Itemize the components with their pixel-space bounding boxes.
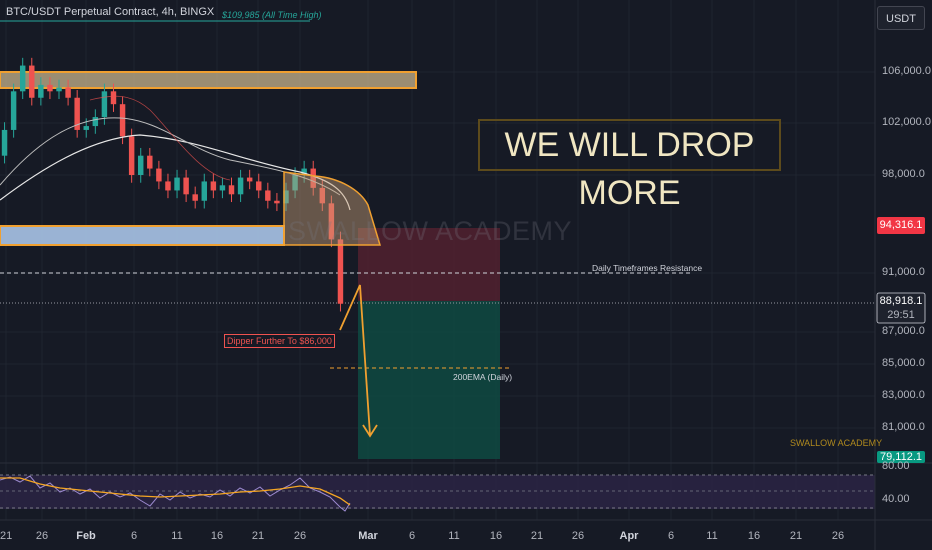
- watermark-text: SWALLOW ACADEMY: [288, 216, 573, 246]
- candle-body: [74, 97, 80, 130]
- x-tick: 26: [571, 530, 585, 542]
- candle-body: [301, 168, 307, 175]
- y-tick: 81,000.0: [882, 421, 925, 433]
- candle-body: [138, 155, 144, 175]
- candle-body: [10, 91, 17, 130]
- x-tick: 16: [210, 530, 224, 542]
- candle-body: [265, 190, 271, 201]
- candle-body: [174, 177, 180, 191]
- x-tick: 21: [789, 530, 803, 542]
- x-tick: 11: [171, 530, 183, 542]
- x-tick: Mar: [358, 530, 378, 542]
- red-price-tag: 94,316.1: [879, 219, 923, 231]
- candle-body: [56, 87, 62, 92]
- y-tick: 91,000.0: [882, 266, 925, 278]
- candle-body: [29, 65, 35, 98]
- ema-slow-line: [0, 134, 351, 211]
- x-tick: 26: [35, 530, 49, 542]
- y-tick: 87,000.0: [882, 325, 925, 337]
- candle-body: [165, 181, 171, 191]
- y-tick: 83,000.0: [882, 389, 925, 401]
- candle-body: [19, 65, 26, 92]
- projection-curve: [283, 171, 382, 246]
- candle-body: [283, 190, 289, 204]
- rsi-line: [0, 475, 351, 512]
- x-tick: 21: [530, 530, 544, 542]
- reward-box: [358, 301, 500, 459]
- candle-body: [246, 177, 253, 182]
- supply-zone: [0, 71, 417, 89]
- candle-body: [274, 200, 280, 204]
- risk-box: [358, 228, 500, 301]
- x-tick: 6: [130, 530, 138, 542]
- candle-body: [47, 84, 53, 92]
- candle-body: [310, 168, 316, 188]
- x-tick: Apr: [619, 530, 639, 542]
- candle-body: [92, 117, 99, 127]
- candle-body: [83, 126, 89, 130]
- candle-body: [101, 91, 108, 118]
- candle-body: [328, 203, 335, 240]
- green-price-tag: 79,112.1: [879, 451, 922, 463]
- rsi-level-80: 80.00: [882, 460, 910, 472]
- y-tick: 102,000.0: [882, 116, 931, 128]
- currency-button[interactable]: USDT: [877, 6, 925, 30]
- candle-body: [337, 239, 344, 304]
- rsi-ma-line: [0, 477, 351, 506]
- candle-body: [156, 168, 162, 182]
- countdown-tag: 29:51: [887, 309, 915, 321]
- candle-body: [228, 185, 235, 195]
- x-tick: 11: [448, 530, 460, 542]
- candle-body: [147, 155, 153, 169]
- x-tick: 6: [667, 530, 675, 542]
- x-tick: 26: [831, 530, 845, 542]
- ma-red-line: [89, 95, 231, 181]
- candle-body: [256, 181, 262, 191]
- y-tick: 106,000.0: [882, 65, 931, 77]
- chart-title: BTC/USDT Perpetual Contract, 4h, BINGX: [6, 6, 215, 18]
- candle-body: [1, 129, 8, 156]
- x-tick: 16: [747, 530, 761, 542]
- resistance-label: Daily Timeframes Resistance: [592, 263, 703, 273]
- candles: [1, 57, 344, 312]
- ath-label: $109,985 (All Time High): [222, 10, 322, 20]
- x-tick: 21: [251, 530, 265, 542]
- candle-body: [210, 181, 217, 191]
- candle-body: [65, 87, 71, 98]
- watermark-small: SWALLOW ACADEMY: [790, 438, 883, 448]
- x-tick: 6: [408, 530, 416, 542]
- ema-label: 200EMA (Daily): [453, 372, 513, 382]
- x-tick: 11: [706, 530, 718, 542]
- dipper-label: Dipper Further To $86,000: [224, 334, 335, 348]
- candle-body: [192, 194, 198, 201]
- candle-body: [38, 84, 44, 98]
- x-tick: 21: [0, 530, 13, 542]
- rsi-band: [0, 475, 875, 509]
- arrow-head: [362, 424, 378, 438]
- headline-text: WE WILL DROP MORE: [478, 119, 781, 212]
- candle-body: [110, 91, 117, 105]
- candle-body: [219, 185, 226, 191]
- candle-body: [292, 175, 298, 191]
- drop-arrow: [339, 284, 371, 436]
- y-tick: 98,000.0: [882, 168, 925, 180]
- candle-body: [119, 104, 126, 137]
- candle-body: [237, 177, 244, 195]
- y-tick: 85,000.0: [882, 357, 925, 369]
- candle-body: [128, 136, 135, 175]
- x-tick: 26: [293, 530, 307, 542]
- current-price-tag: 88,918.1: [879, 295, 923, 307]
- support-zone: [0, 225, 285, 246]
- candle-body: [201, 181, 207, 201]
- candle-body: [183, 177, 189, 195]
- candle-body: [319, 187, 326, 204]
- x-tick: 16: [489, 530, 503, 542]
- x-tick: Feb: [76, 530, 96, 542]
- rsi-level-40: 40.00: [882, 493, 910, 505]
